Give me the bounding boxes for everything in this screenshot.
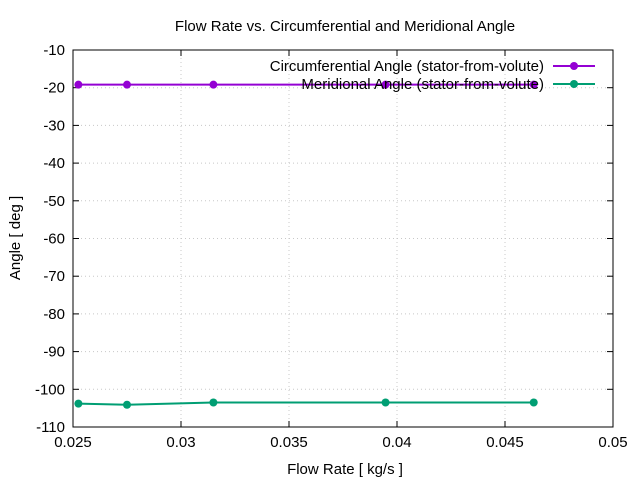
x-tick-label: 0.035 (270, 434, 308, 451)
plot-border (72, 49, 614, 428)
x-tick-label: 0.04 (382, 434, 411, 451)
data-point (74, 399, 83, 408)
x-tick-label: 0.025 (54, 434, 92, 451)
y-tick-label: -60 (43, 231, 65, 248)
x-tick-label: 0.03 (166, 434, 195, 451)
y-tick-label: -80 (43, 306, 65, 323)
y-tick-label: -30 (43, 117, 65, 134)
data-point (381, 398, 390, 407)
x-tick-label: 0.05 (598, 434, 627, 451)
y-axis-label: Angle [ deg ] (7, 196, 24, 280)
x-axis-label: Flow Rate [ kg/s ] (287, 461, 403, 478)
data-point (209, 398, 218, 407)
data-point (123, 400, 131, 409)
y-tick-label: -20 (43, 80, 65, 97)
y-tick-label: -100 (35, 381, 65, 398)
legend-marker (570, 80, 578, 88)
y-tick-label: -90 (43, 344, 65, 361)
y-tick-label: -70 (43, 268, 65, 285)
chart-title: Flow Rate vs. Circumferential and Meridi… (175, 18, 515, 35)
y-tick-label: -110 (36, 419, 65, 436)
data-point (529, 398, 538, 407)
x-tick-label: 0.045 (486, 434, 524, 451)
legend-label: Meridional Angle (stator-from-volute) (301, 76, 544, 93)
series-line (78, 401, 534, 406)
data-point (209, 80, 218, 89)
legend-label: Circumferential Angle (stator-from-volut… (270, 58, 544, 75)
y-tick-label: -50 (43, 193, 65, 210)
y-tick-label: -40 (43, 155, 65, 172)
data-point (123, 80, 131, 89)
y-tick-label: -10 (43, 42, 65, 59)
data-point (381, 80, 390, 89)
data-point (74, 80, 83, 89)
data-point (529, 80, 538, 89)
legend-marker (570, 62, 578, 70)
